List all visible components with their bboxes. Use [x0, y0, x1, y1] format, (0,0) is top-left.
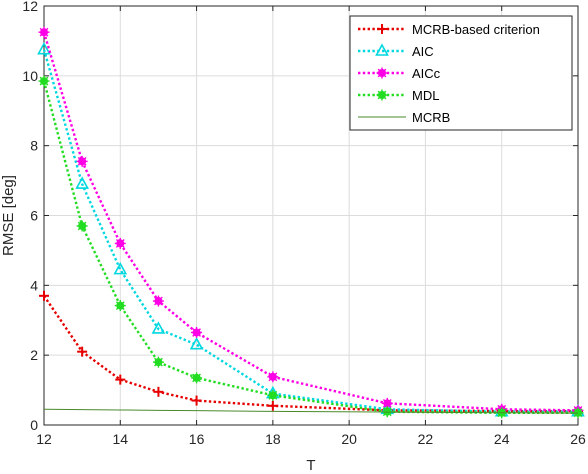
data-point-ray — [154, 296, 163, 306]
x-axis-label: T — [306, 457, 315, 474]
data-point-ray — [192, 373, 201, 383]
data-point-ray — [77, 156, 87, 166]
x-tick-label: 20 — [341, 431, 357, 447]
data-point-ray — [115, 239, 125, 248]
data-point — [38, 75, 50, 87]
x-tick-label: 18 — [265, 431, 281, 447]
data-point — [76, 220, 88, 232]
x-tick-label: 22 — [418, 431, 434, 447]
y-tick-label: 10 — [22, 68, 38, 84]
data-point — [191, 326, 203, 338]
data-point-ray — [39, 27, 49, 37]
data-point — [151, 321, 166, 334]
x-tick-label: 16 — [189, 431, 205, 447]
data-point-ray — [77, 221, 87, 231]
series-mdl — [38, 75, 584, 419]
legend-item: AICc — [358, 66, 441, 81]
data-point — [375, 43, 389, 56]
data-point — [377, 24, 387, 34]
data-point-ray — [268, 390, 278, 400]
data-point-ray — [377, 68, 387, 78]
legend-item: MDL — [358, 88, 439, 103]
x-tick-label: 12 — [36, 431, 52, 447]
data-point-ray — [268, 372, 278, 382]
series-line — [42, 31, 579, 412]
y-tick-label: 6 — [30, 208, 38, 224]
legend-label: MCRB-based criterion — [412, 22, 540, 37]
data-point — [38, 26, 50, 38]
data-point — [267, 400, 278, 411]
legend-label: AICc — [412, 66, 441, 81]
x-tick-label: 14 — [112, 431, 128, 447]
y-tick-label: 2 — [30, 347, 38, 363]
data-point — [153, 386, 164, 397]
data-point-ray — [154, 357, 163, 367]
data-point — [267, 389, 279, 401]
data-point-ray — [382, 398, 392, 408]
legend-item: AIC — [358, 43, 434, 59]
legend-label: MDL — [412, 88, 439, 103]
data-point — [37, 41, 51, 55]
y-tick-label: 0 — [30, 417, 38, 433]
series-group — [37, 26, 585, 419]
legend-item: MCRB — [358, 110, 450, 125]
data-point — [152, 295, 164, 307]
data-point — [75, 176, 89, 189]
x-tick-label: 24 — [494, 431, 510, 447]
y-tick-label: 4 — [30, 277, 38, 293]
legend: MCRB-based criterion AIC AICc MDL MCRB — [349, 15, 573, 131]
y-tick-label: 8 — [30, 138, 38, 154]
y-axis-label: RMSE [deg] — [0, 175, 17, 256]
data-point-ray — [39, 76, 49, 86]
data-point — [376, 89, 388, 101]
data-point — [39, 290, 49, 301]
data-point — [191, 395, 202, 406]
data-point — [191, 372, 203, 384]
series-line — [43, 408, 579, 414]
legend-item: MCRB-based criterion — [358, 22, 540, 37]
data-point — [189, 337, 204, 350]
data-point — [76, 155, 88, 167]
data-point — [152, 356, 164, 368]
data-point-ray — [115, 301, 125, 310]
data-point-ray — [377, 90, 387, 100]
data-point — [115, 374, 126, 385]
data-point — [113, 261, 128, 275]
legend-label: MCRB — [412, 110, 450, 125]
legend-label: AIC — [412, 44, 434, 59]
data-point — [267, 371, 279, 383]
data-point — [114, 237, 126, 249]
data-point — [376, 67, 388, 79]
data-point-ray — [192, 328, 201, 337]
series-mcrb — [43, 408, 579, 414]
y-tick-label: 12 — [22, 0, 38, 14]
data-point — [77, 346, 88, 357]
x-tick-label: 26 — [570, 431, 586, 447]
data-point — [114, 300, 126, 312]
